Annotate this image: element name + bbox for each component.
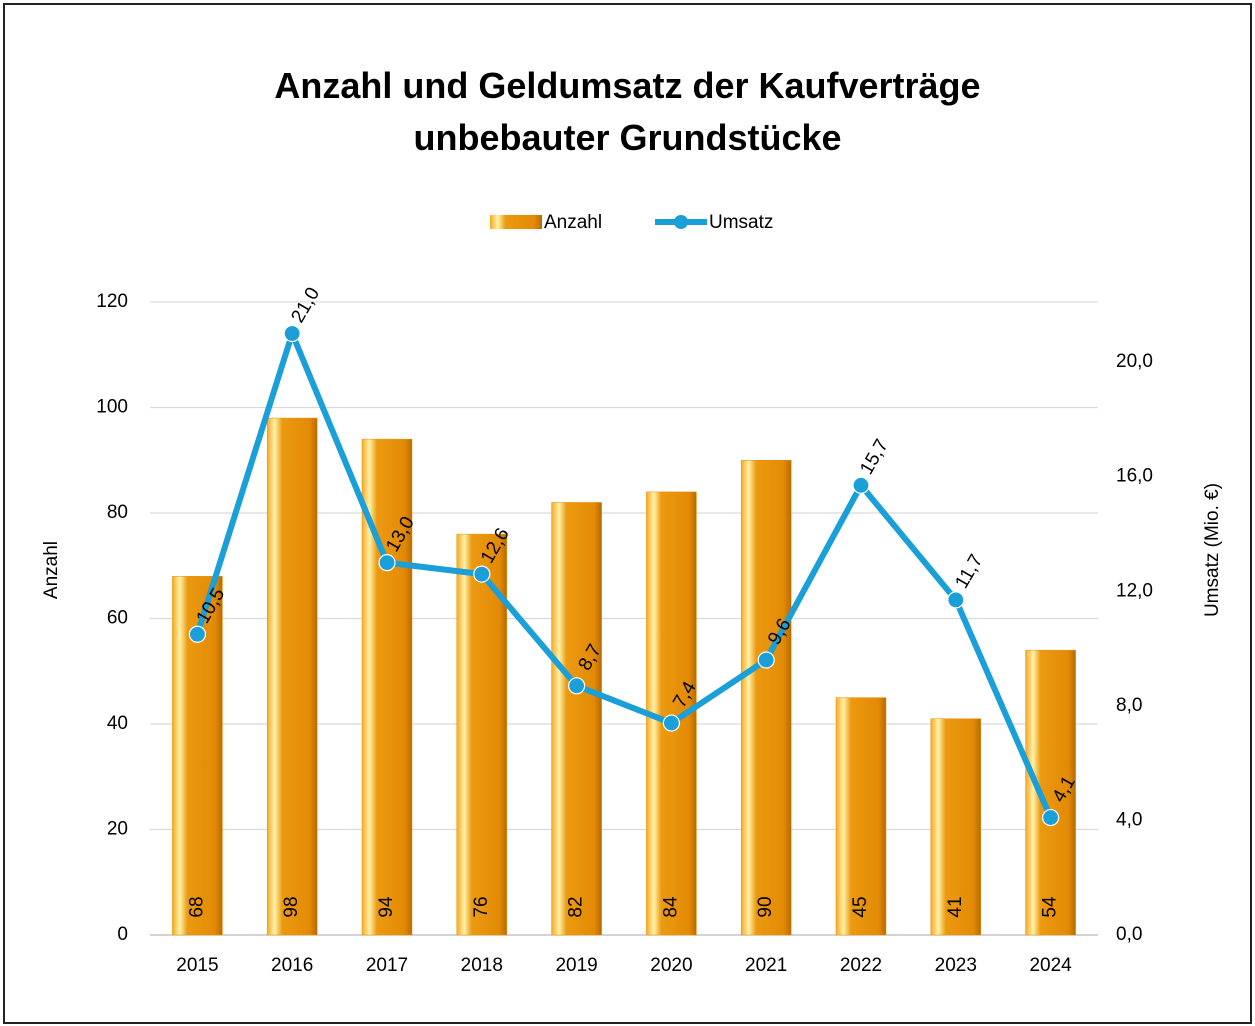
y-tick-label: 20 [107,819,128,840]
bar [1025,649,1076,936]
chart-title: Anzahl und Geldumsatz der Kaufverträge u… [274,65,981,158]
bar [740,460,792,936]
bar-label: 82 [566,896,587,917]
legend-label: Umsatz [709,212,773,233]
x-tick-label: 2021 [745,955,787,976]
x-tick-label: 2024 [1029,955,1072,976]
y-tick-label: 120 [96,291,128,312]
line-label: 11,7 [951,551,987,592]
bar [266,417,318,936]
bar [456,533,508,936]
y2-tick-label: 4,0 [1116,809,1142,830]
y-tick-label: 60 [107,608,128,629]
y2-axis-title: Umsatz (Mio. €) [1202,483,1223,617]
x-tick-label: 2022 [840,955,882,976]
y2-tick-label: 20,0 [1116,351,1153,372]
line-marker [1041,808,1060,827]
line-marker [947,591,965,609]
line-label: 15,7 [856,436,893,479]
y-tick-label: 0 [117,924,128,945]
bar-label: 84 [660,896,681,918]
legend-swatch [674,215,688,229]
y-tick-label: 100 [96,397,128,418]
bar [930,718,982,936]
legend-swatch [490,215,542,229]
y2-tick-label: 8,0 [1116,695,1142,716]
bar-label: 90 [755,896,776,917]
line-label: 21,0 [287,284,324,327]
line [194,330,1054,819]
y2-tick-label: 0,0 [1116,924,1142,945]
x-tick-label: 2015 [176,955,218,976]
x-tick-label: 2020 [650,955,692,976]
line-label: 12,6 [477,525,514,568]
y-tick-label: 40 [107,713,128,734]
line-marker [662,714,681,732]
line-marker [567,677,586,695]
bar [835,697,887,936]
bar-label: 98 [281,896,302,917]
frame [3,3,1252,1024]
bar-label: 54 [1040,896,1061,918]
bar-label: 68 [186,896,207,917]
line-marker [473,565,491,583]
x-tick-label: 2016 [271,955,313,976]
legend-label: Anzahl [544,212,602,233]
x-tick-label: 2018 [461,955,503,976]
x-tick-label: 2017 [366,955,408,976]
bar [551,502,602,936]
bar-label: 45 [850,896,871,917]
x-tick-label: 2019 [555,955,597,976]
y-axis-title: Anzahl [41,541,62,599]
line-marker [852,476,870,494]
line-marker [378,554,396,572]
y-tick-label: 80 [107,502,128,523]
line-marker [283,324,301,343]
line-marker [757,651,775,669]
bar-label: 76 [471,896,492,917]
x-tick-label: 2023 [935,955,977,976]
y2-tick-label: 16,0 [1116,466,1153,487]
line-marker [188,625,206,643]
bar-label: 41 [945,896,966,917]
bar-label: 94 [376,896,397,918]
y2-tick-label: 12,0 [1116,580,1153,601]
